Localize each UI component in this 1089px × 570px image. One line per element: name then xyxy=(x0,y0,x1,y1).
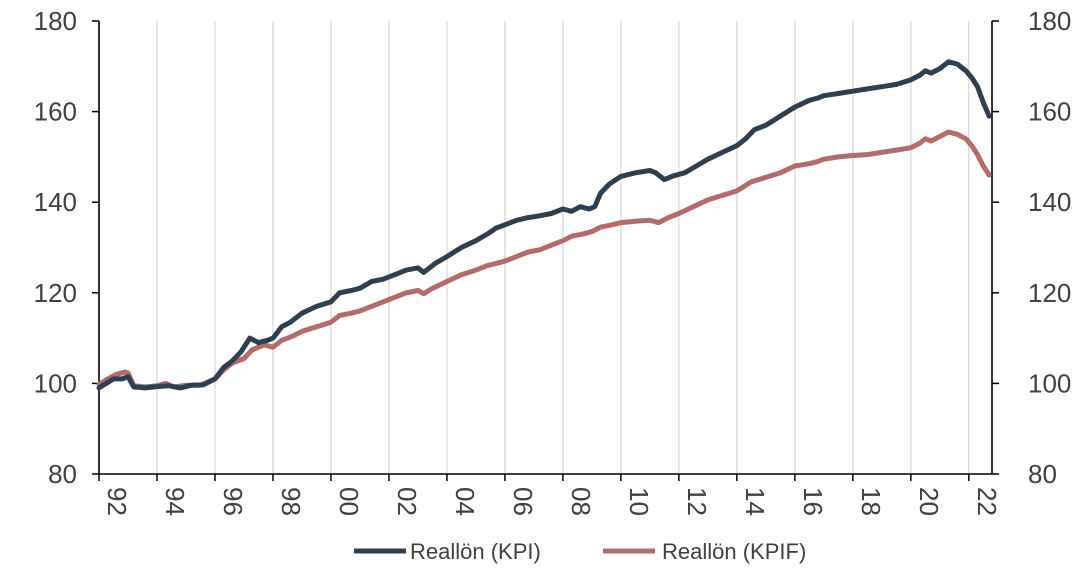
y-tick-label-right: 80 xyxy=(1028,459,1057,489)
y-tick-label-left: 80 xyxy=(48,459,77,489)
legend: Reallön (KPI) Reallön (KPIF) xyxy=(354,539,806,564)
x-tick-label: 18 xyxy=(856,487,886,516)
x-tick-label: 12 xyxy=(682,487,712,516)
x-tick-label: 96 xyxy=(218,487,248,516)
x-tick-label: 04 xyxy=(450,487,480,516)
x-tick-label: 08 xyxy=(566,487,596,516)
x-tick-label: 98 xyxy=(276,487,306,516)
x-tick-label: 14 xyxy=(740,487,770,516)
y-axis-right-ticks: 80 100 120 140 160 180 xyxy=(992,6,1071,489)
x-tick-label: 20 xyxy=(914,487,944,516)
y-tick-label-left: 140 xyxy=(34,187,77,217)
legend-label: Reallön (KPIF) xyxy=(662,539,806,564)
y-axis-left-ticks: 80 100 120 140 160 180 xyxy=(34,6,99,489)
x-tick-label: 06 xyxy=(508,487,538,516)
y-tick-label-left: 160 xyxy=(34,97,77,127)
x-tick-label: 00 xyxy=(334,487,364,516)
series-lines xyxy=(96,59,992,391)
y-tick-label-right: 160 xyxy=(1028,97,1071,127)
x-axis-ticks: 92 94 96 98 00 02 04 06 08 10 12 14 16 18 20 22 xyxy=(98,474,1002,516)
y-tick-label-right: 140 xyxy=(1028,187,1071,217)
series-line-kpif xyxy=(96,129,992,390)
x-tick-label: 22 xyxy=(972,487,1002,516)
y-tick-label-left: 120 xyxy=(34,278,77,308)
x-tick-label: 92 xyxy=(102,487,132,516)
x-tick-label: 16 xyxy=(798,487,828,516)
y-tick-label-right: 180 xyxy=(1028,6,1071,36)
series-line-kpi xyxy=(96,59,992,391)
x-tick-label: 02 xyxy=(392,487,422,516)
y-tick-label-right: 120 xyxy=(1028,278,1071,308)
x-tick-label: 94 xyxy=(160,487,190,516)
y-tick-label-left: 100 xyxy=(34,368,77,398)
vertical-gridlines xyxy=(98,21,970,474)
y-tick-label-left: 180 xyxy=(34,6,77,36)
y-tick-label-right: 100 xyxy=(1028,368,1071,398)
x-tick-label: 10 xyxy=(624,487,654,516)
axes xyxy=(98,21,993,475)
legend-label: Reallön (KPI) xyxy=(410,539,541,564)
